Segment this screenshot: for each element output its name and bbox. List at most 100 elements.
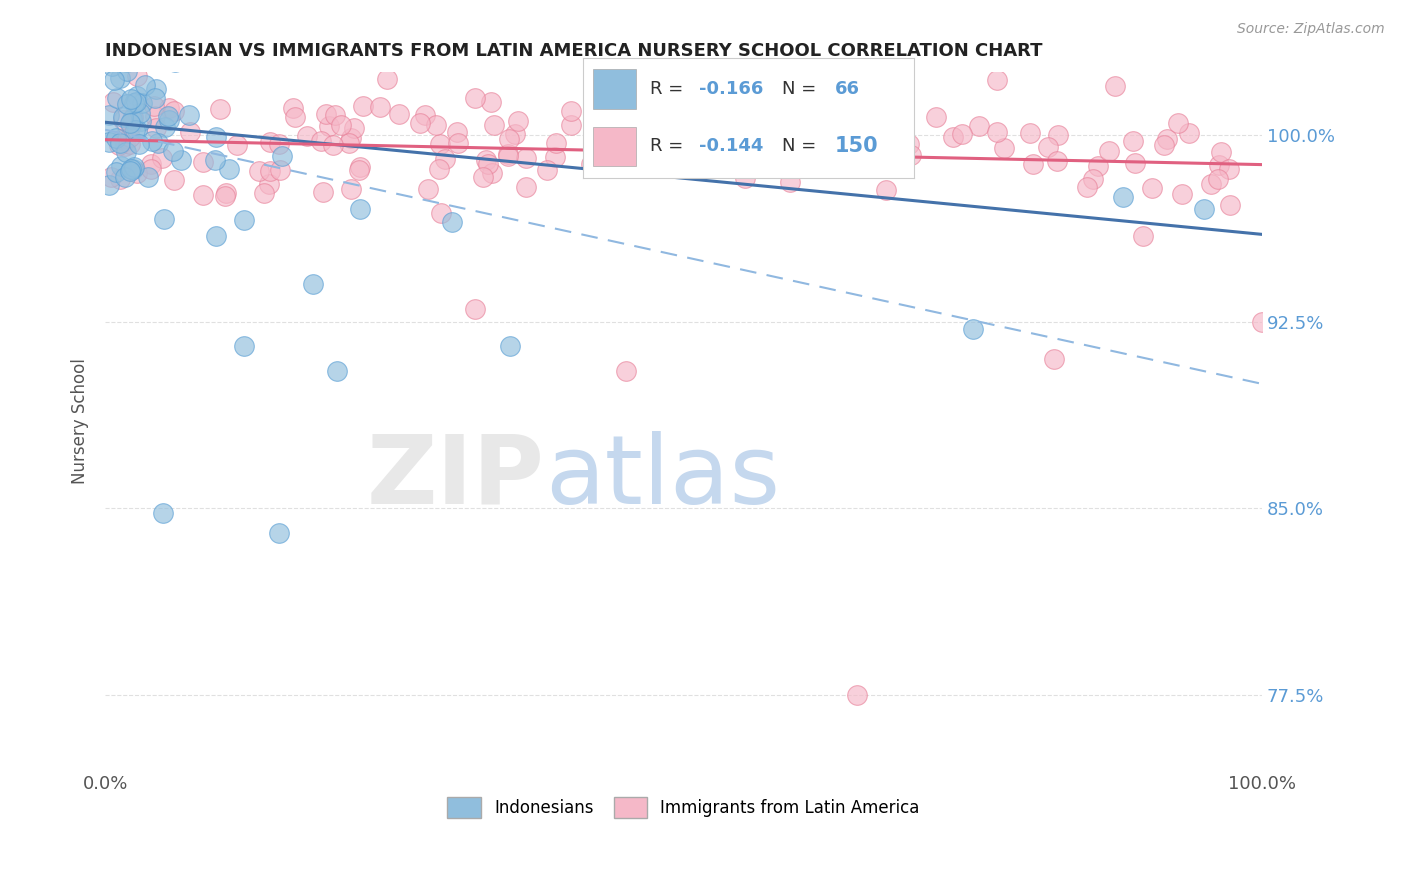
Text: R =: R = bbox=[650, 79, 689, 98]
Point bbox=[150, 151, 173, 165]
Point bbox=[205, 229, 228, 244]
Point bbox=[143, 91, 166, 105]
Point bbox=[128, 106, 150, 120]
Point bbox=[318, 120, 340, 134]
Point bbox=[515, 180, 537, 194]
Point bbox=[108, 171, 131, 186]
Point bbox=[1192, 202, 1215, 217]
Point bbox=[163, 104, 186, 119]
Point bbox=[214, 188, 236, 202]
Point bbox=[349, 202, 371, 217]
Point bbox=[1112, 190, 1135, 204]
Point bbox=[1081, 171, 1104, 186]
Point bbox=[215, 186, 238, 200]
Point bbox=[621, 120, 644, 135]
Text: N =: N = bbox=[782, 79, 821, 98]
Point bbox=[270, 149, 292, 163]
Point bbox=[464, 302, 486, 317]
Point bbox=[111, 110, 134, 124]
Point bbox=[824, 136, 846, 150]
Point bbox=[193, 154, 215, 169]
Point bbox=[115, 131, 138, 145]
Point bbox=[787, 110, 810, 124]
Point bbox=[120, 92, 142, 106]
Point bbox=[967, 119, 990, 133]
Point bbox=[145, 121, 167, 136]
Point bbox=[627, 90, 650, 104]
Point bbox=[259, 163, 281, 178]
Point bbox=[136, 169, 159, 184]
Point bbox=[169, 153, 191, 167]
Point bbox=[515, 151, 537, 165]
Point bbox=[165, 54, 187, 69]
Point bbox=[129, 114, 152, 128]
Point bbox=[1140, 181, 1163, 195]
Point bbox=[1076, 179, 1098, 194]
Point bbox=[544, 150, 567, 164]
Point bbox=[377, 72, 399, 87]
Point bbox=[429, 136, 451, 151]
Point bbox=[125, 69, 148, 83]
Point bbox=[153, 211, 176, 226]
Point bbox=[146, 136, 169, 151]
Point bbox=[139, 161, 162, 176]
Point bbox=[446, 124, 468, 138]
Point bbox=[120, 129, 142, 144]
Point bbox=[257, 178, 280, 192]
Point bbox=[1199, 178, 1222, 192]
Text: 66: 66 bbox=[835, 79, 859, 98]
Point bbox=[114, 169, 136, 184]
Point bbox=[340, 131, 363, 145]
Point bbox=[472, 169, 495, 184]
Point bbox=[142, 99, 165, 113]
Point bbox=[124, 96, 146, 111]
Point bbox=[1171, 187, 1194, 202]
Point bbox=[97, 108, 120, 122]
Point bbox=[107, 138, 129, 153]
Point bbox=[309, 134, 332, 148]
Point bbox=[942, 129, 965, 144]
Point bbox=[145, 109, 167, 123]
Point bbox=[779, 174, 801, 188]
Point bbox=[579, 157, 602, 171]
Point bbox=[1206, 172, 1229, 186]
Text: R =: R = bbox=[650, 137, 689, 155]
Text: -0.144: -0.144 bbox=[699, 137, 763, 155]
Point bbox=[103, 73, 125, 87]
Point bbox=[233, 339, 256, 353]
Point bbox=[1218, 161, 1240, 176]
Point bbox=[156, 108, 179, 122]
Point bbox=[986, 73, 1008, 87]
Point bbox=[226, 137, 249, 152]
Point bbox=[1211, 145, 1233, 160]
Point bbox=[110, 159, 132, 173]
Point bbox=[463, 91, 485, 105]
Point bbox=[124, 123, 146, 137]
Point bbox=[267, 526, 290, 541]
Point bbox=[413, 108, 436, 122]
Point bbox=[128, 136, 150, 151]
Point bbox=[114, 134, 136, 148]
Point bbox=[416, 182, 439, 196]
Point bbox=[583, 155, 606, 169]
Point bbox=[786, 158, 808, 172]
Point bbox=[1087, 159, 1109, 173]
Point bbox=[218, 161, 240, 176]
Y-axis label: Nursery School: Nursery School bbox=[72, 359, 89, 484]
Point bbox=[118, 116, 141, 130]
Point bbox=[481, 166, 503, 180]
Point bbox=[429, 161, 451, 176]
Point bbox=[100, 169, 122, 184]
Point bbox=[740, 131, 762, 145]
Point bbox=[204, 153, 226, 168]
Text: atlas: atlas bbox=[544, 431, 780, 524]
Point bbox=[853, 121, 876, 136]
Point bbox=[340, 182, 363, 196]
Point bbox=[267, 136, 290, 151]
Text: INDONESIAN VS IMMIGRANTS FROM LATIN AMERICA NURSERY SCHOOL CORRELATION CHART: INDONESIAN VS IMMIGRANTS FROM LATIN AMER… bbox=[105, 42, 1043, 60]
Point bbox=[1167, 116, 1189, 130]
Text: -0.166: -0.166 bbox=[699, 79, 763, 98]
Point bbox=[121, 112, 143, 126]
Point bbox=[97, 135, 120, 149]
Point bbox=[131, 96, 153, 111]
